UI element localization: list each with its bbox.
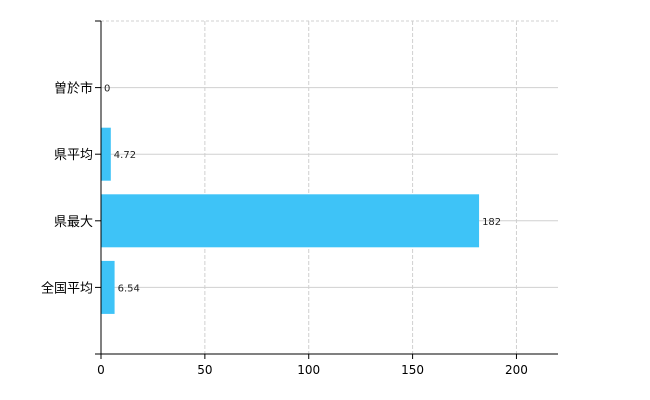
bar xyxy=(101,260,115,314)
y-tick-label: 全国平均 xyxy=(41,280,93,296)
data-label: 4.72 xyxy=(114,150,136,161)
bar xyxy=(101,194,480,248)
y-tick-label: 県平均 xyxy=(54,148,93,163)
data-label: 182 xyxy=(482,217,501,228)
x-tick-label: 200 xyxy=(505,363,528,377)
x-tick-label: 50 xyxy=(197,363,212,377)
y-tick-label: 県最大 xyxy=(54,215,93,230)
x-tick-label: 100 xyxy=(297,363,320,377)
data-label: 6.54 xyxy=(118,283,140,294)
y-tick-label: 曽於市 xyxy=(54,81,93,97)
x-tick-label: 150 xyxy=(401,363,424,377)
x-tick-label: 0 xyxy=(97,363,105,377)
data-label: 0 xyxy=(104,84,110,95)
bar xyxy=(101,127,111,181)
